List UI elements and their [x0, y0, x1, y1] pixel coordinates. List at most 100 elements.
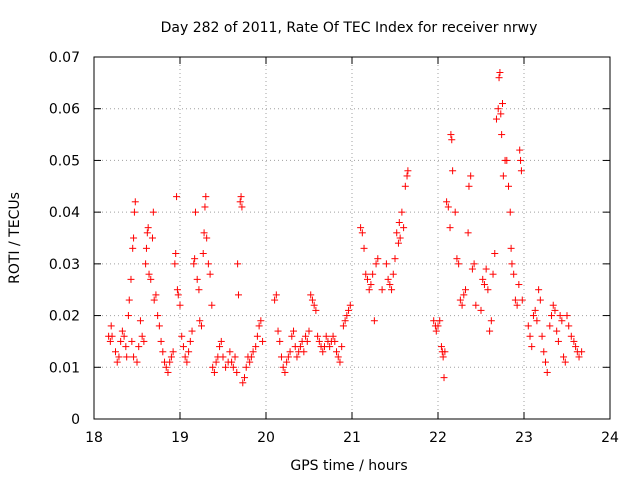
- data-point: [372, 260, 380, 268]
- data-point: [495, 74, 503, 82]
- data-point: [336, 358, 344, 366]
- data-point: [553, 327, 561, 335]
- data-point: [145, 270, 153, 278]
- data-point: [202, 193, 210, 201]
- data-point: [276, 337, 284, 345]
- y-tick-label: 0.04: [49, 205, 80, 221]
- data-point: [363, 275, 371, 283]
- data-point: [315, 337, 323, 345]
- data-point: [108, 332, 116, 340]
- data-point: [540, 348, 548, 356]
- data-point: [229, 363, 237, 371]
- data-point: [283, 358, 291, 366]
- data-point: [346, 301, 354, 309]
- data-point: [434, 322, 442, 330]
- data-point: [272, 291, 280, 299]
- y-tick-label: 0.07: [49, 50, 80, 66]
- data-point: [209, 363, 217, 371]
- data-point: [533, 317, 541, 325]
- data-point: [487, 317, 495, 325]
- data-point: [437, 343, 445, 351]
- data-point: [499, 172, 507, 180]
- data-point: [142, 244, 150, 252]
- data-point: [125, 296, 133, 304]
- data-point: [179, 343, 187, 351]
- data-point: [117, 337, 125, 345]
- data-point: [491, 250, 499, 258]
- data-point: [253, 332, 261, 340]
- data-point: [319, 348, 327, 356]
- data-point: [226, 348, 234, 356]
- data-point: [152, 291, 160, 299]
- data-point: [308, 296, 316, 304]
- data-point: [173, 286, 181, 294]
- x-tick-label: 22: [429, 430, 447, 446]
- data-point: [284, 353, 292, 361]
- data-point: [531, 306, 539, 314]
- data-point: [543, 368, 551, 376]
- y-tick-label: 0.02: [49, 309, 80, 325]
- data-point: [572, 343, 580, 351]
- data-point: [506, 208, 514, 216]
- data-point: [489, 270, 497, 278]
- data-point: [147, 275, 155, 283]
- data-point: [162, 363, 170, 371]
- data-point: [195, 286, 203, 294]
- data-point: [400, 224, 408, 232]
- data-point: [374, 255, 382, 263]
- data-point: [236, 198, 244, 206]
- data-point: [196, 317, 204, 325]
- data-point: [464, 229, 472, 237]
- data-point: [513, 301, 521, 309]
- data-points-layer: [105, 69, 586, 387]
- y-tick-label: 0.01: [49, 360, 80, 376]
- data-point: [133, 358, 141, 366]
- data-point: [551, 306, 559, 314]
- data-point: [222, 363, 230, 371]
- data-point: [441, 348, 449, 356]
- data-point: [169, 348, 177, 356]
- data-point: [448, 136, 456, 144]
- data-point: [480, 281, 488, 289]
- data-point: [496, 69, 504, 77]
- data-point: [391, 255, 399, 263]
- data-point: [401, 182, 409, 190]
- x-tick-label: 20: [257, 430, 275, 446]
- data-point: [542, 358, 549, 366]
- data-point: [486, 327, 494, 335]
- data-point: [524, 322, 532, 330]
- data-point: [458, 301, 466, 309]
- data-point: [443, 198, 451, 206]
- data-point: [556, 312, 564, 320]
- data-point: [456, 296, 464, 304]
- data-point: [388, 286, 396, 294]
- data-point: [578, 348, 586, 356]
- data-point: [142, 260, 150, 268]
- data-point: [203, 234, 211, 242]
- data-point: [257, 317, 265, 325]
- data-point: [535, 286, 543, 294]
- data-point: [370, 317, 378, 325]
- data-point: [130, 208, 138, 216]
- data-point: [455, 260, 463, 268]
- data-point: [389, 270, 397, 278]
- data-point: [357, 224, 365, 232]
- data-point: [305, 327, 313, 335]
- data-point: [343, 312, 351, 320]
- data-point: [130, 234, 138, 242]
- data-point: [181, 353, 189, 361]
- x-tick-labels: 18 19 20 21 22 23 24: [85, 430, 619, 446]
- data-point: [395, 218, 403, 226]
- data-point: [150, 296, 158, 304]
- data-point: [322, 332, 330, 340]
- data-point: [312, 306, 320, 314]
- data-point: [247, 353, 255, 361]
- data-point: [447, 131, 455, 139]
- data-point: [333, 348, 341, 356]
- data-point: [465, 182, 473, 190]
- data-point: [208, 301, 216, 309]
- grid-layer: [94, 57, 610, 419]
- y-axis-title: ROTI / TECUs: [7, 192, 23, 284]
- data-point: [129, 244, 137, 252]
- y-tick-label: 0.05: [49, 153, 80, 169]
